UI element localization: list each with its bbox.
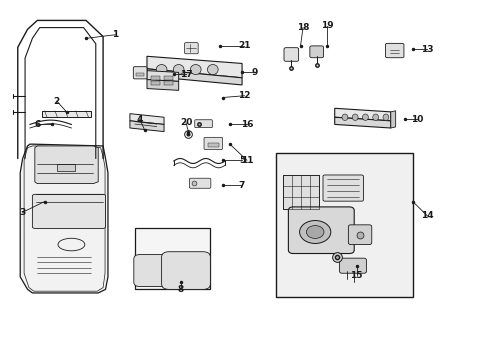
Text: 19: 19: [321, 21, 333, 30]
Bar: [136, 73, 144, 76]
Polygon shape: [334, 108, 390, 121]
Circle shape: [299, 221, 330, 243]
FancyBboxPatch shape: [134, 255, 169, 287]
FancyBboxPatch shape: [323, 175, 363, 201]
Polygon shape: [147, 69, 242, 85]
Text: 12: 12: [238, 91, 250, 100]
Ellipse shape: [382, 114, 388, 121]
Bar: [163, 81, 172, 85]
Text: 6: 6: [34, 120, 41, 129]
FancyBboxPatch shape: [288, 207, 353, 253]
Polygon shape: [130, 114, 163, 125]
Text: 17: 17: [179, 70, 192, 79]
Polygon shape: [147, 80, 178, 90]
Text: 20: 20: [180, 118, 192, 127]
Bar: [151, 81, 159, 85]
FancyBboxPatch shape: [42, 111, 91, 117]
FancyBboxPatch shape: [339, 258, 366, 273]
Text: 8: 8: [178, 285, 184, 294]
Text: 14: 14: [420, 211, 433, 220]
Text: 1: 1: [112, 30, 118, 39]
Text: 13: 13: [420, 45, 433, 54]
FancyBboxPatch shape: [184, 42, 198, 54]
Ellipse shape: [190, 64, 201, 75]
Ellipse shape: [341, 114, 347, 121]
Bar: [276, 153, 412, 297]
Bar: [57, 164, 75, 171]
Text: 7: 7: [238, 181, 245, 190]
FancyBboxPatch shape: [189, 178, 210, 188]
Polygon shape: [20, 144, 108, 293]
Bar: [207, 143, 218, 147]
FancyBboxPatch shape: [133, 67, 147, 79]
Bar: [163, 76, 172, 80]
Ellipse shape: [156, 64, 166, 75]
Ellipse shape: [372, 114, 378, 121]
FancyBboxPatch shape: [385, 43, 403, 58]
Polygon shape: [334, 117, 390, 128]
Text: 16: 16: [240, 120, 253, 129]
Text: 5: 5: [239, 156, 244, 165]
Text: 11: 11: [240, 156, 253, 165]
Polygon shape: [130, 121, 163, 132]
Polygon shape: [390, 111, 395, 128]
FancyBboxPatch shape: [284, 48, 298, 61]
Polygon shape: [147, 56, 242, 78]
Text: 4: 4: [136, 114, 142, 123]
FancyBboxPatch shape: [309, 46, 323, 58]
Text: 2: 2: [54, 96, 60, 105]
FancyBboxPatch shape: [347, 225, 371, 244]
Bar: [282, 175, 319, 209]
Polygon shape: [35, 146, 98, 184]
Text: 18: 18: [296, 23, 308, 32]
Text: 3: 3: [20, 208, 26, 217]
FancyBboxPatch shape: [32, 194, 105, 228]
FancyBboxPatch shape: [161, 252, 210, 289]
Ellipse shape: [173, 64, 183, 75]
Ellipse shape: [351, 114, 357, 121]
Ellipse shape: [362, 114, 367, 121]
Polygon shape: [147, 71, 178, 81]
Text: 9: 9: [250, 68, 257, 77]
Ellipse shape: [207, 64, 218, 75]
Text: 21: 21: [238, 41, 250, 50]
FancyBboxPatch shape: [194, 120, 212, 128]
FancyBboxPatch shape: [203, 137, 222, 149]
Text: 15: 15: [350, 270, 362, 279]
Bar: [135, 228, 210, 289]
Circle shape: [306, 226, 324, 238]
Text: 10: 10: [410, 114, 423, 123]
Bar: [151, 76, 159, 80]
